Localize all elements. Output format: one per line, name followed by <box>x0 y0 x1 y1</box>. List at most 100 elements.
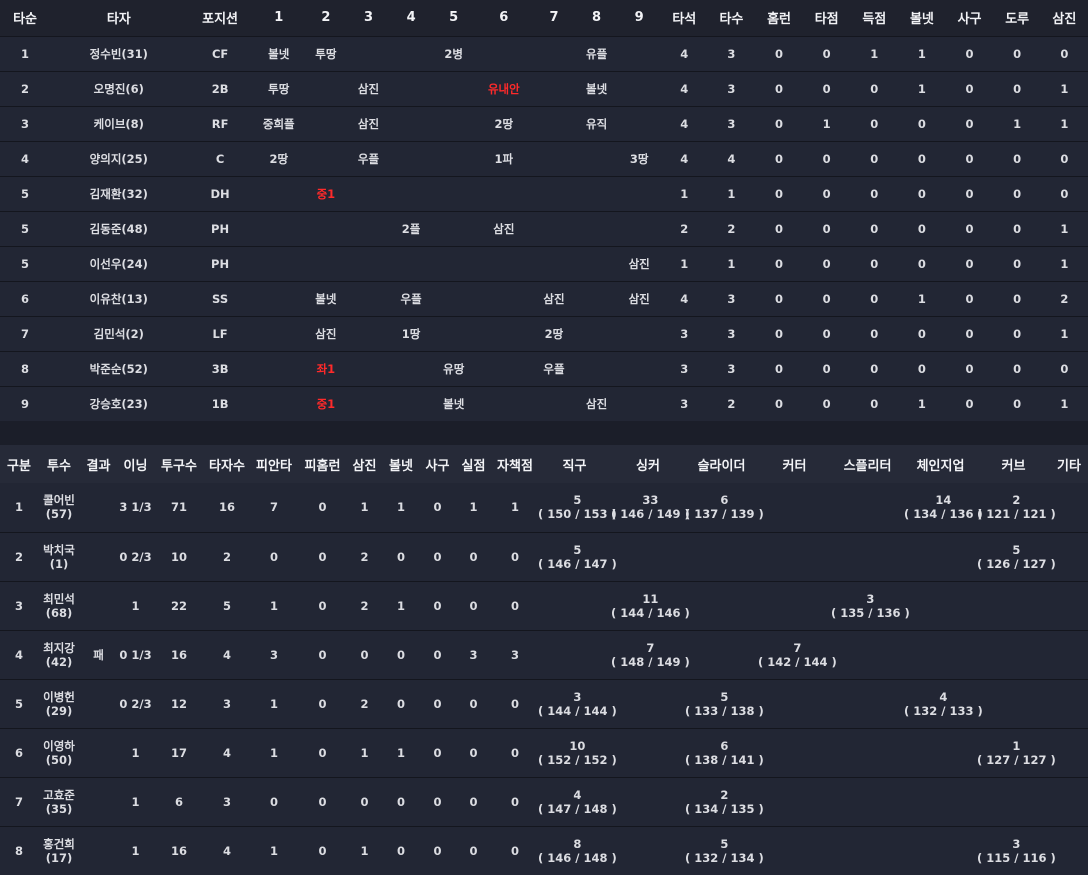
batting-stat-cell: 0 <box>803 210 851 246</box>
pitching-header-cell: 사구 <box>425 458 450 474</box>
inning-result-cell <box>390 140 433 176</box>
pitching-stat-cell: 4 <box>204 825 250 875</box>
batting-header-cell: 사구 <box>945 0 994 37</box>
pitching-stat-cell: 0 <box>420 776 455 826</box>
pitch-speed-range: ( 127 / 127 ) <box>977 752 1056 767</box>
pitch-type-cell: 1( 127 / 127 ) <box>977 727 1056 777</box>
batting-stat-cell: 0 <box>993 385 1041 421</box>
batter-name-cell: 이선우(24) <box>50 245 188 281</box>
inning-result-cell: 볼넷 <box>268 46 290 61</box>
batting-stat-cell: 0 <box>850 70 899 106</box>
batting-header-cell: 타순 <box>0 0 51 37</box>
pitch-type-stat: 5( 132 / 134 ) <box>685 837 764 865</box>
pitching-stat-cell: 1 <box>396 500 405 515</box>
batting-stat-cell: 0 <box>850 350 899 386</box>
batter-name-cell: 오명진(6) <box>50 70 188 106</box>
pitching-stat-cell: 0 <box>298 727 347 777</box>
batting-stat-cell: 1 <box>898 70 946 106</box>
inning-result-cell <box>617 70 661 106</box>
pitching-header-cell: 투수 <box>47 458 71 474</box>
pitch-type-stat: 5( 150 / 153 ) <box>538 493 617 521</box>
batting-stat-cell: 1 <box>660 245 708 281</box>
pitch-speed-range: ( 146 / 148 ) <box>538 850 617 865</box>
batter-row: 8 박준순(52) 3B 좌1 유땅 우플 3 3 0 0 0 0 0 0 0 <box>0 350 1088 386</box>
pitcher-name-cell: 최지강 (42) <box>38 629 80 679</box>
pitch-type-cell: 6( 137 / 139 ) <box>685 483 764 532</box>
pitch-type-cell: 7( 142 / 144 ) <box>758 629 837 679</box>
pitcher-index-cell: 3 <box>0 580 38 630</box>
inning-result-cell: 삼진 <box>346 70 391 106</box>
pitcher-name-cell: 최민석 (68) <box>38 580 80 630</box>
inning-result-cell: 3땅 <box>617 140 661 176</box>
pitcher-row: 1 콜어빈 (57) 3 1/3 71 16 7 0 1 1 0 1 1 5( 150 / 153 ) 33… <box>0 483 1088 532</box>
batting-stat-cell: 4 <box>660 140 708 176</box>
batting-stat-cell: 1 <box>707 245 755 281</box>
pitch-type-cell: 5( 146 / 147 ) <box>538 531 617 581</box>
batting-stat-cell: 0 <box>993 350 1041 386</box>
pitcher-number: (29) <box>45 703 73 718</box>
batting-stat-cell: 3 <box>707 280 755 316</box>
pitching-header-cell: 싱커 <box>636 458 660 474</box>
pitch-speed-range: ( 152 / 152 ) <box>538 752 617 767</box>
batting-stat-cell: 1 <box>1040 210 1088 246</box>
inning-result-cell: 삼진 <box>617 245 661 281</box>
pitch-type-cell: 5( 126 / 127 ) <box>977 531 1056 581</box>
pitching-stat-cell: 0 <box>298 678 347 728</box>
batting-stat-cell: 1 <box>1040 385 1088 421</box>
pitcher-number: (17) <box>45 850 73 865</box>
inning-result-cell <box>390 70 433 106</box>
pitcher-name: 콜어빈 (57) <box>43 493 75 521</box>
batting-stat-cell: 0 <box>803 280 851 316</box>
pitching-stat-cell: 3 <box>250 629 298 679</box>
pitching-header-cell: 타자수 <box>209 458 245 474</box>
pitching-stat-cell: 0 <box>347 776 382 826</box>
inning-result-cell: 유직 <box>575 105 618 141</box>
inning-result-cell <box>390 350 433 386</box>
batting-stat-cell: 0 <box>1040 175 1088 211</box>
inning-result-cell: 투땅 <box>252 70 305 106</box>
pitching-stat-cell: 2 <box>347 580 382 630</box>
pitch-type-cell <box>611 531 685 581</box>
pitching-stat-cell: 3 <box>455 629 492 679</box>
inning-result-cell <box>532 175 576 211</box>
pitch-type-stat: 11( 144 / 146 ) <box>611 592 690 620</box>
inning-result-cell <box>432 315 476 351</box>
batting-stat-cell: 2 <box>707 385 755 421</box>
pitch-type-cell: 2( 134 / 135 ) <box>685 776 764 826</box>
pitching-header-cell: 직구 <box>562 458 587 474</box>
batting-stat-cell: 0 <box>945 385 994 421</box>
batting-stat-cell: 1 <box>870 46 879 61</box>
batting-stat-cell: 0 <box>898 210 946 246</box>
batter-row: 5 김재환(32) DH 중1 1 1 0 0 0 0 0 0 0 <box>0 175 1088 211</box>
pitcher-number: (68) <box>45 605 73 620</box>
batting-order-cell: 6 <box>0 280 51 316</box>
inning-result-cell: 볼넷 <box>432 385 476 421</box>
pitcher-index-cell: 1 <box>14 500 23 515</box>
inning-result-cell <box>304 105 347 141</box>
pitch-type-stat: 8( 146 / 148 ) <box>538 837 617 865</box>
pitch-type-stat: 5( 133 / 138 ) <box>685 690 764 718</box>
batting-stat-cell: 0 <box>945 70 994 106</box>
inning-result-cell: 2병 <box>444 46 463 61</box>
pitch-type-stat: 33( 146 / 149 ) <box>611 493 690 521</box>
pitching-stat-cell: 0 <box>420 580 455 630</box>
inning-result-cell <box>304 140 347 176</box>
pitch-speed-range: ( 142 / 144 ) <box>758 654 837 669</box>
pitching-stat-cell: 1 <box>117 776 154 826</box>
pitcher-name-cell: 홍건희 (17) <box>38 825 80 875</box>
batting-table: 타순 타자 포지션 1 2 3 4 5 6 7 8 9 타석 타수 홈런 타점 득점 볼넷 사구 도루 삼진 1 정수빈(… <box>0 0 1088 421</box>
pitching-stat-cell: 패 <box>80 629 117 679</box>
position-cell: C <box>187 140 253 176</box>
pitching-stat-cell: 0 <box>420 825 455 875</box>
pitch-type-cell <box>904 531 977 581</box>
pitch-type-cell <box>831 776 904 826</box>
batter-name-cell: 김동준(48) <box>50 210 188 246</box>
pitcher-name-cell: 고효준 (35) <box>38 776 80 826</box>
pitch-speed-range: ( 148 / 149 ) <box>611 654 690 669</box>
inning-result-cell: 삼진 <box>575 385 618 421</box>
pitching-stat-cell: 71 <box>170 500 187 515</box>
pitch-speed-range: ( 115 / 116 ) <box>977 850 1056 865</box>
pitching-stat-cell: 0 <box>433 500 442 515</box>
pitch-type-cell <box>685 531 758 581</box>
pitch-type-stat: 7( 148 / 149 ) <box>611 641 690 669</box>
